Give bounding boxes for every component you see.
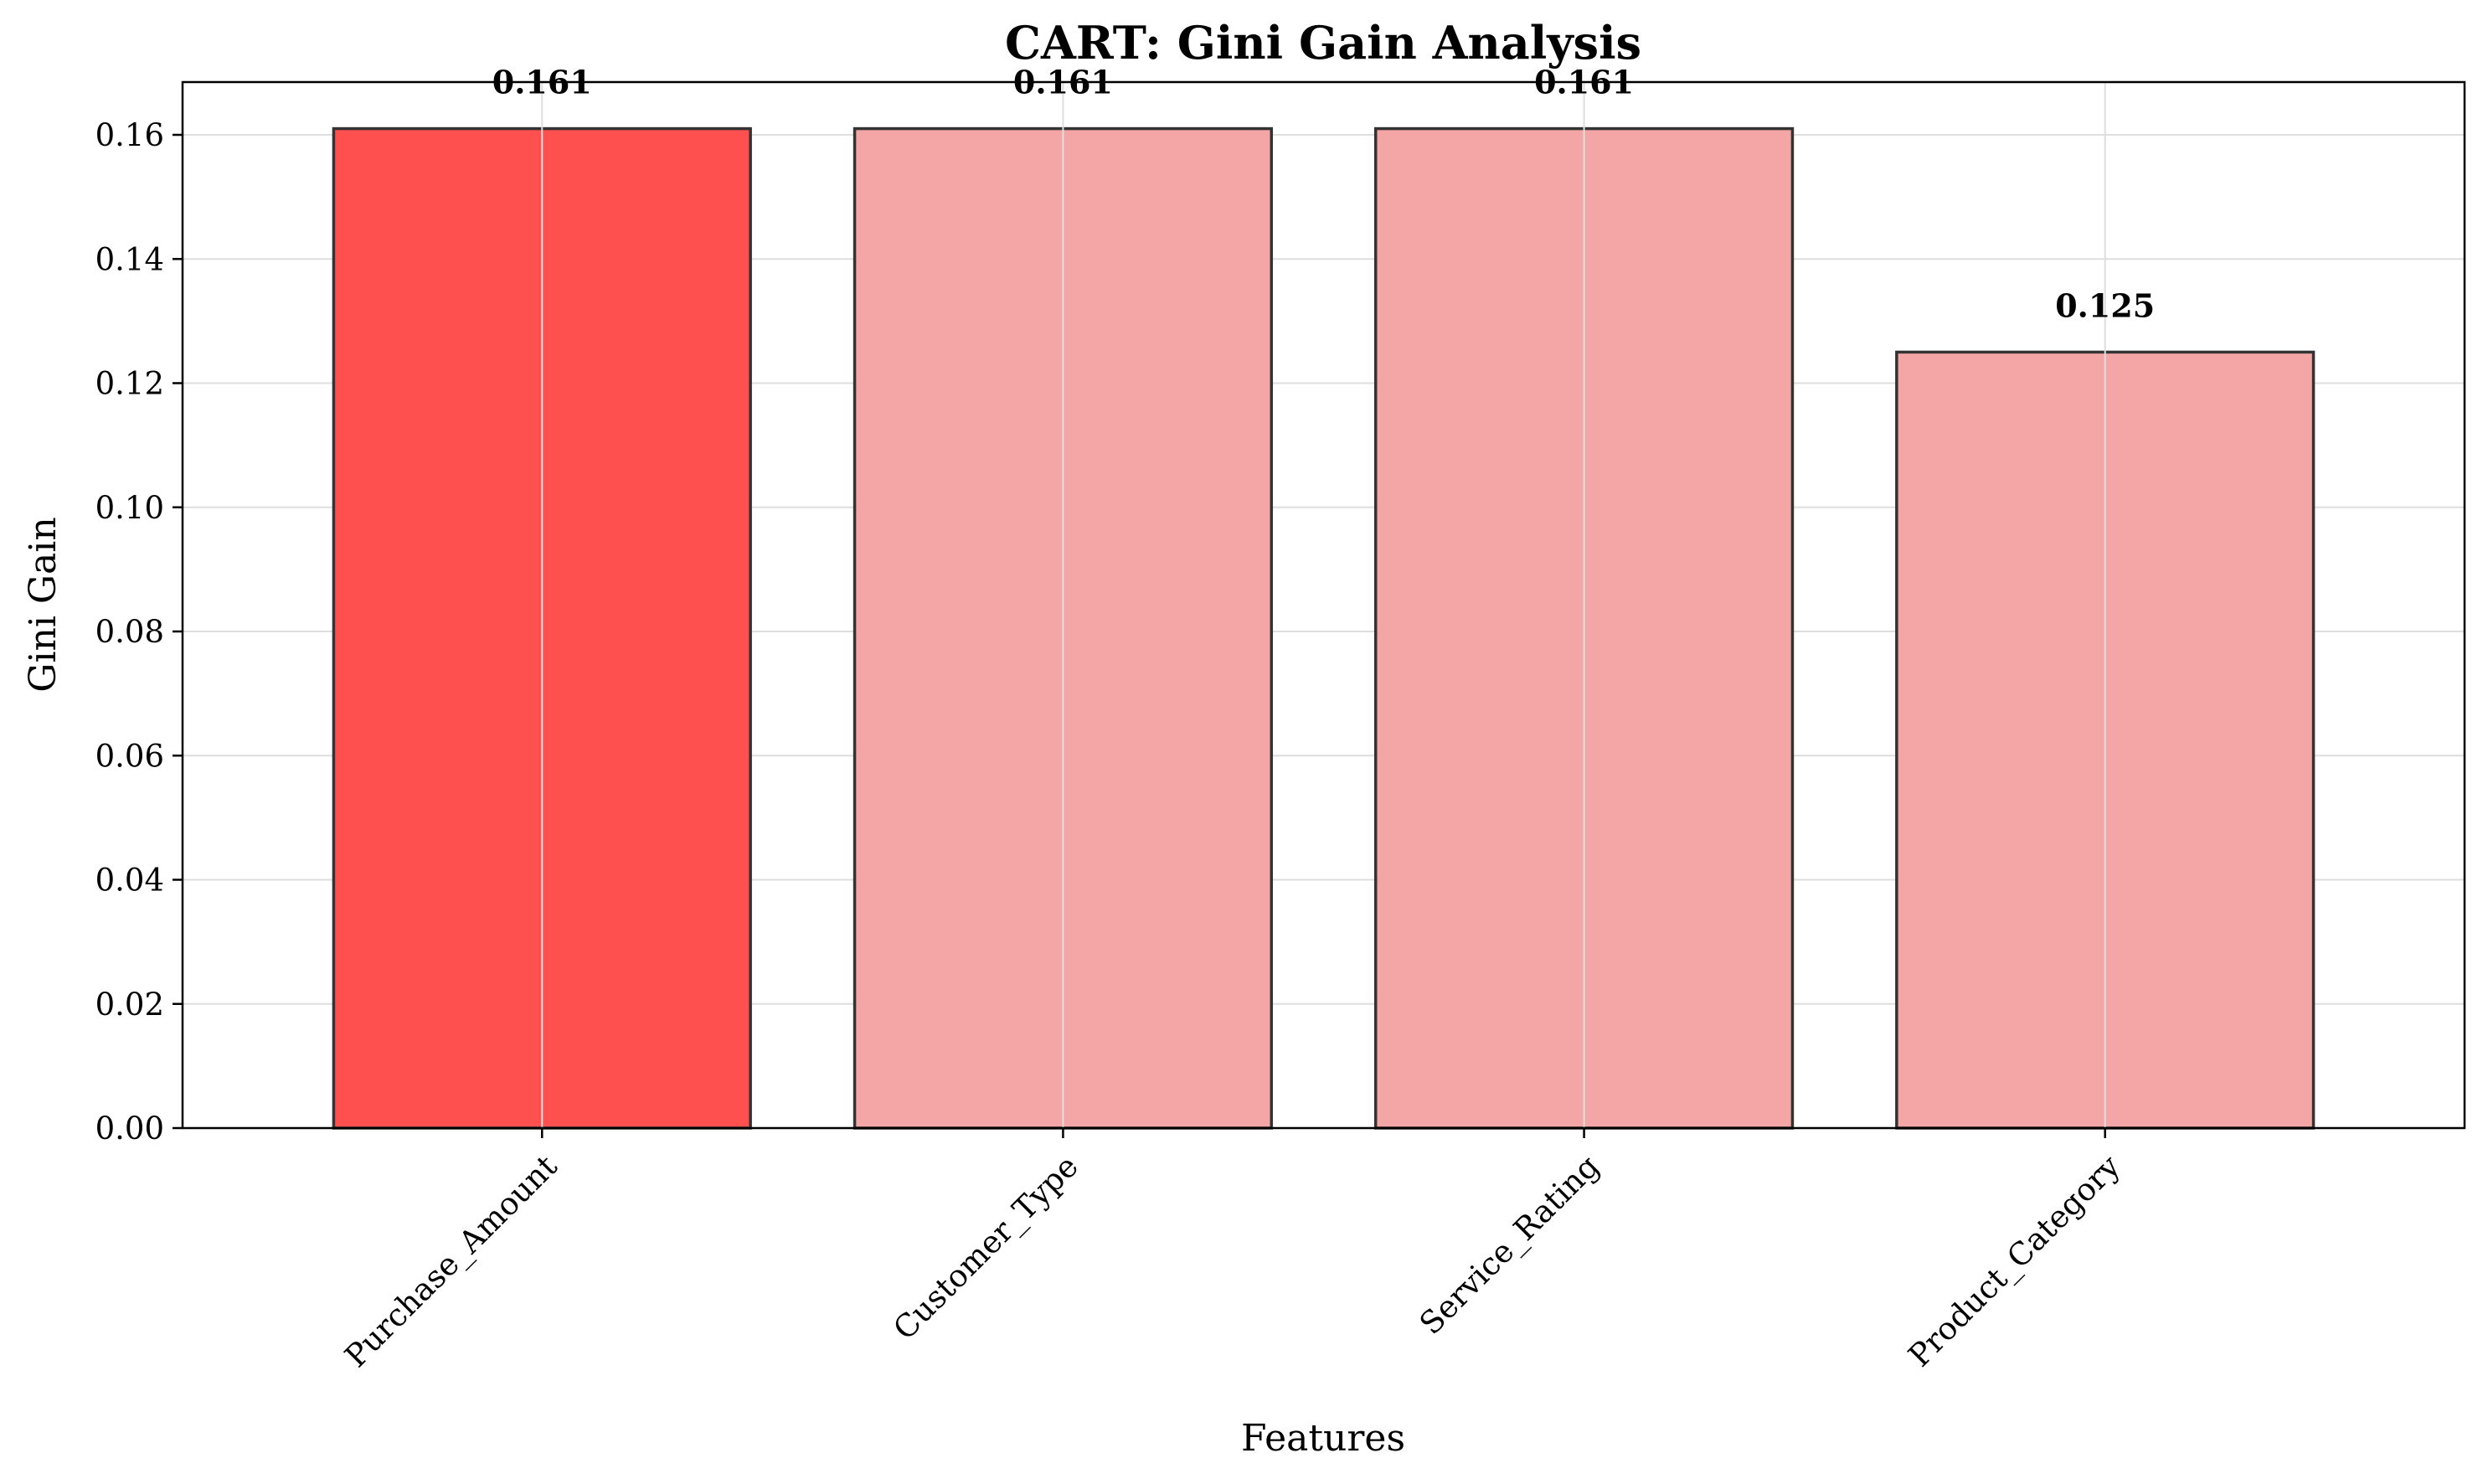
- y-axis-ticks: 0.00 0.02 0.04 0.06 0.08 0.10 0.12 0.14 0.16: [95, 117, 183, 1146]
- y-tick-label: 0.00: [95, 1110, 164, 1146]
- x-tick-label: Customer_Type: [886, 1148, 1085, 1347]
- y-tick-label: 0.14: [95, 241, 164, 277]
- x-tick-label: Purchase_Amount: [338, 1148, 565, 1375]
- y-tick-label: 0.06: [95, 738, 164, 774]
- y-tick-label: 0.10: [95, 490, 164, 526]
- y-tick-label: 0.08: [95, 614, 164, 650]
- x-tick-label: Product_Category: [1902, 1148, 2128, 1374]
- y-tick-label: 0.04: [95, 863, 164, 899]
- y-axis-label: Gini Gain: [22, 517, 64, 692]
- y-tick-label: 0.16: [95, 117, 164, 153]
- x-tick-label: Service_Rating: [1413, 1148, 1607, 1342]
- x-axis-label: Features: [1241, 1417, 1405, 1460]
- plot-frame: [181, 80, 2466, 1130]
- bars: [332, 82, 2315, 1130]
- bar-value-label: 0.125: [2055, 286, 2155, 324]
- chart-title: CART: Gini Gain Analysis: [1005, 16, 1641, 70]
- y-tick-label: 0.12: [95, 366, 164, 402]
- x-axis-ticks: Purchase_Amount Customer_Type Service_Rati…: [338, 1128, 2128, 1375]
- y-tick-label: 0.02: [95, 987, 164, 1023]
